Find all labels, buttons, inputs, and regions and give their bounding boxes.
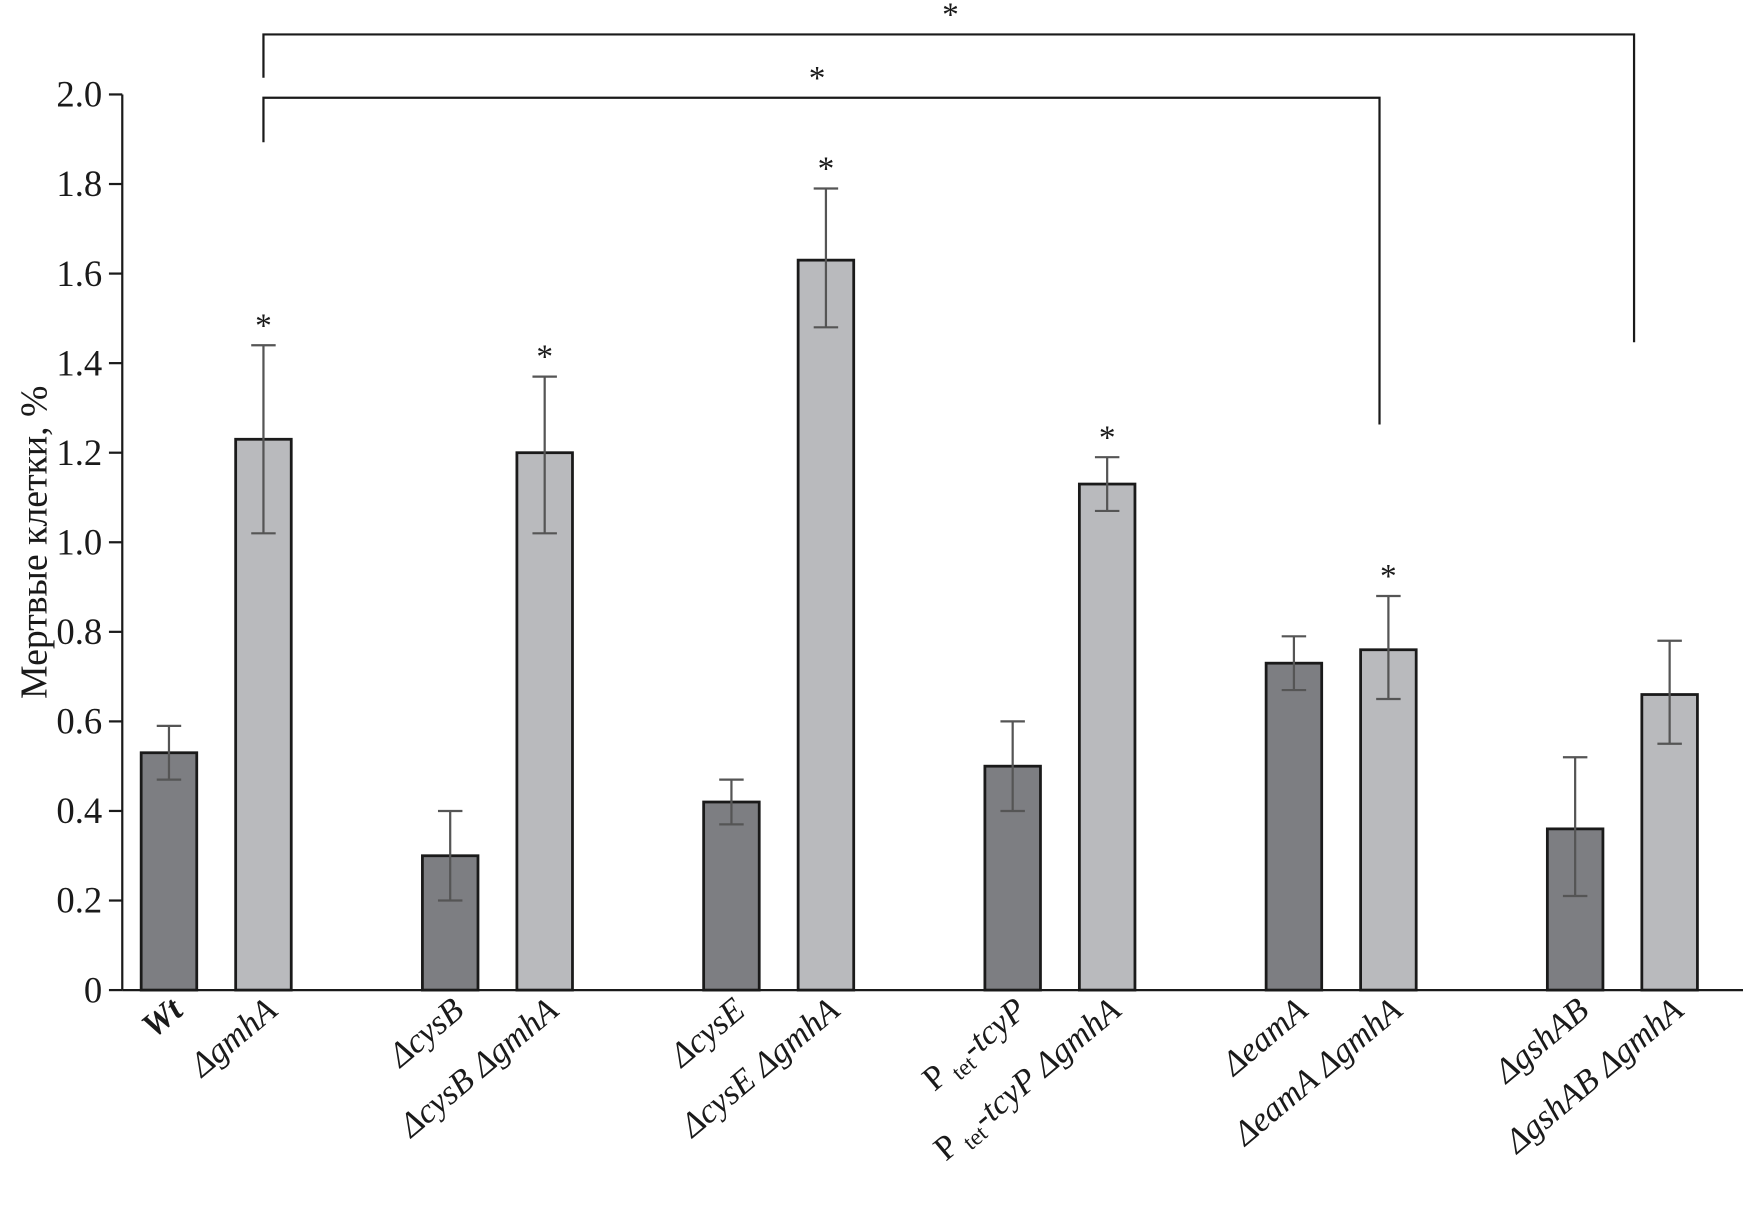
significance-bracket	[262, 33, 1636, 343]
category-label: ΔcysB ΔgmhA	[390, 990, 566, 1146]
y-tick-label: 0.2	[56, 880, 102, 921]
significance-star: *	[536, 339, 553, 376]
bar	[1264, 661, 1324, 992]
category-label: ΔcysE ΔgmhA	[672, 990, 848, 1146]
y-tick-label: 1.4	[56, 342, 102, 383]
y-tick-label: 0.4	[56, 790, 102, 831]
significance-star: *	[255, 307, 272, 344]
category-label: ΔgmhA	[181, 990, 285, 1086]
significance-bracket	[262, 96, 1381, 425]
bar	[1077, 482, 1137, 992]
y-axis-label: Мертвые клетки, %	[14, 386, 56, 699]
bar	[796, 258, 856, 992]
significance-star: *	[818, 151, 835, 188]
significance-star: *	[1380, 558, 1397, 595]
y-tick-label: 1.2	[56, 432, 102, 473]
bars: * * * * *	[139, 151, 1699, 992]
category-label: Wt	[134, 990, 190, 1046]
y-tick-label: 1.0	[56, 522, 102, 563]
significance-star: *	[1099, 419, 1116, 456]
significance-brackets: **	[262, 0, 1636, 425]
bar	[1359, 648, 1418, 992]
y-tick-label: 0.6	[56, 701, 102, 742]
y-tick-label: 1.8	[56, 163, 102, 204]
y-tick-label: 0.8	[56, 611, 102, 652]
bracket-star: *	[809, 60, 826, 97]
y-tick-label: 2.0	[56, 74, 102, 115]
y-tick-label: 1.6	[56, 253, 102, 294]
bracket-star: *	[942, 0, 959, 34]
bar	[139, 751, 199, 992]
bar	[515, 451, 574, 992]
y-tick-label: 0	[84, 969, 102, 1010]
bar	[234, 437, 293, 992]
category-label: ΔeamA ΔgmhA	[1224, 990, 1409, 1154]
bar	[702, 800, 761, 992]
axes: 0 0.2 0.4 0.6 0.8 1.0 1.2 1.4 1.6 1.8 2.0	[56, 74, 1743, 1010]
